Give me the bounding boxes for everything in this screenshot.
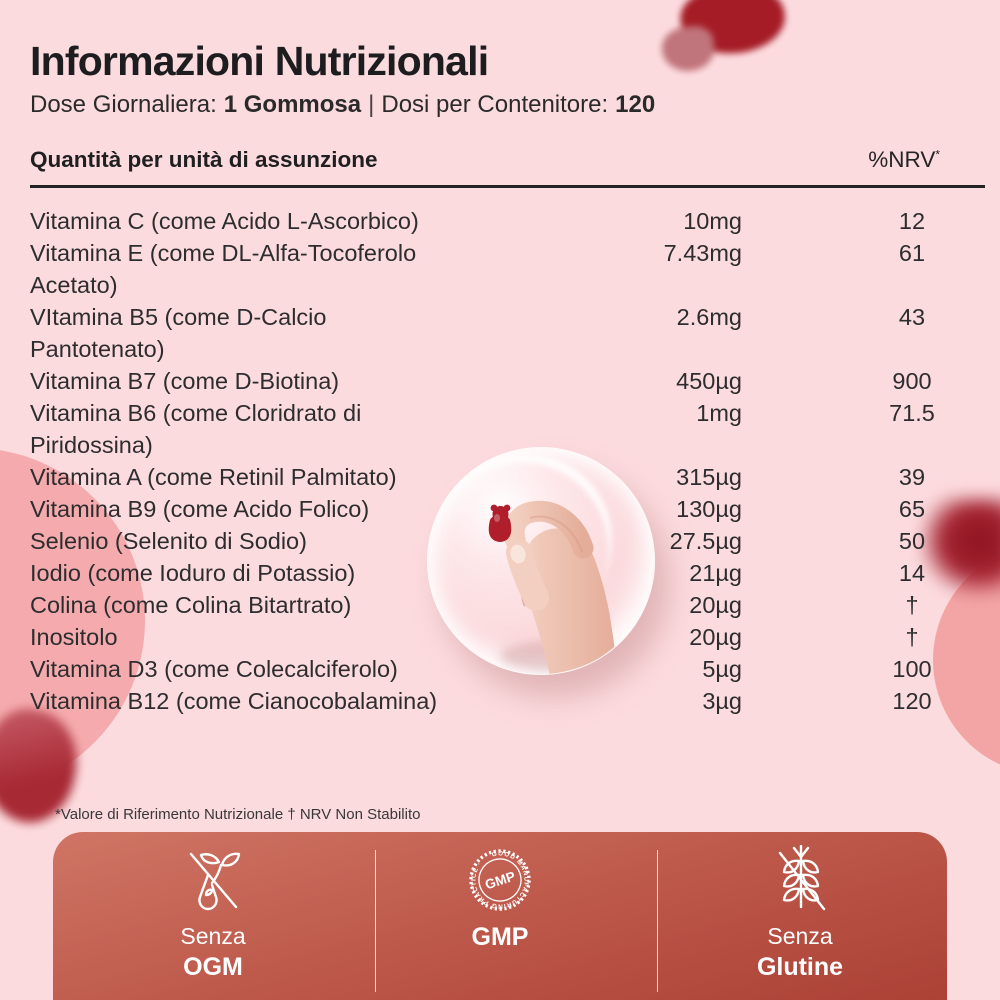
table-row: Vitamina E (come DL-Alfa-Tocoferolo Aceta… <box>30 237 977 301</box>
nutrient-name: Vitamina E (come DL-Alfa-Tocoferolo Aceta… <box>30 240 417 298</box>
table-row: VItamina B5 (come D-Calcio Pantotenato) 2.… <box>30 301 977 365</box>
badge-label-bold: Glutine <box>756 953 844 981</box>
gummy-bear <box>488 504 512 542</box>
nutrition-table-body: Vitamina C (come Acido L-Ascorbico) 10mg 1… <box>30 205 977 717</box>
nutrient-name: Colina (come Colina Bitartrato) <box>30 592 352 618</box>
servings-value: 120 <box>615 91 656 118</box>
badge-gmp: GMP GOOD MANUFACTURING PRACTICE · GMP <box>390 832 610 952</box>
nrv-value: 43 <box>898 304 926 330</box>
nrv-value: † <box>905 624 919 650</box>
table-header: Quantità per unità di assunzione %NRV* <box>30 147 970 173</box>
svg-text:GMP: GMP <box>483 869 517 893</box>
table-row: Vitamina B6 (come Cloridrato di Piridossi… <box>30 397 977 461</box>
table-row: Vitamina C (come Acido L-Ascorbico) 10mg 1… <box>30 205 977 237</box>
amount-value: 315µg <box>676 464 742 490</box>
nrv-value: 120 <box>892 688 932 714</box>
nutrient-name: Inositolo <box>30 624 118 650</box>
table-row: Iodio (come Ioduro di Potassio) 21µg 14 <box>30 557 977 589</box>
amount-value: 1mg <box>696 400 742 426</box>
nutrient-name: Vitamina C (come Acido L-Ascorbico) <box>30 208 419 234</box>
separator: | <box>368 91 375 118</box>
nrv-value: 100 <box>892 656 932 682</box>
dose-value: 1 Gommosa <box>223 91 362 118</box>
table-row: Inositolo 20µg † <box>30 621 977 653</box>
amount-value: 10mg <box>683 208 742 234</box>
nutrient-name: Vitamina B12 (come Cianocobalamina) <box>30 688 438 714</box>
badge-gluten-free: Senza Glutine <box>690 832 910 982</box>
badge-divider <box>375 850 376 992</box>
nrv-value: 50 <box>898 528 926 554</box>
nrv-value: † <box>905 592 919 618</box>
gummy-bubble-photo <box>427 447 655 675</box>
nutrient-name: Selenio (Selenito di Sodio) <box>30 528 307 554</box>
badge-label: Senza <box>767 923 833 949</box>
badge-no-gmo: Senza OGM <box>103 832 323 982</box>
table-row: Vitamina A (come Retinil Palmitato) 315µg… <box>30 461 977 493</box>
amount-value: 20µg <box>689 624 742 650</box>
gluten-free-icon <box>690 844 910 917</box>
amount-value: 7.43mg <box>663 240 742 266</box>
nutrient-name: VItamina B5 (come D-Calcio Pantotenato) <box>30 304 327 362</box>
amount-value: 2.6mg <box>676 304 742 330</box>
nrv-value: 71.5 <box>889 400 935 426</box>
amount-value: 20µg <box>689 592 742 618</box>
column-header-nrv: %NRV* <box>868 147 940 172</box>
nrv-value: 12 <box>898 208 926 234</box>
column-header-quantity: Quantità per unità di assunzione <box>30 147 378 172</box>
table-row: Vitamina B7 (come D-Biotina) 450µg 900 <box>30 365 977 397</box>
nrv-value: 39 <box>898 464 926 490</box>
amount-value: 21µg <box>689 560 742 586</box>
nutrient-name: Vitamina B9 (come Acido Folico) <box>30 496 370 522</box>
nutrient-name: Iodio (come Ioduro di Potassio) <box>30 560 356 586</box>
amount-value: 27.5µg <box>669 528 742 554</box>
table-row: Vitamina B9 (come Acido Folico) 130µg 65 <box>30 493 977 525</box>
amount-value: 130µg <box>676 496 742 522</box>
gummy-blur-decoration-right <box>922 498 1000 594</box>
no-gmo-icon <box>103 845 323 917</box>
amount-value: 5µg <box>702 656 742 682</box>
nutrient-name: Vitamina D3 (come Colecalciferolo) <box>30 656 398 682</box>
table-row: Selenio (Selenito di Sodio) 27.5µg 50 <box>30 525 977 557</box>
badge-label-bold: OGM <box>183 953 243 981</box>
amount-value: 450µg <box>676 368 742 394</box>
badge-label-bold: GMP <box>471 923 529 951</box>
dose-label: Dose Giornaliera: <box>30 91 217 118</box>
gummy-blur-decoration-top-right <box>653 0 802 80</box>
nutrient-name: Vitamina A (come Retinil Palmitato) <box>30 464 397 490</box>
table-row: Colina (come Colina Bitartrato) 20µg † <box>30 589 977 621</box>
nutrient-name: Vitamina B6 (come Cloridrato di Piridossi… <box>30 400 362 458</box>
footnote: *Valore di Riferimento Nutrizionale † NR… <box>55 806 421 823</box>
gmp-seal-icon: GMP GOOD MANUFACTURING PRACTICE · <box>390 843 610 918</box>
nrv-value: 65 <box>898 496 926 522</box>
servings-label: Dosi per Contenitore: <box>381 91 609 118</box>
amount-value: 3µg <box>702 688 742 714</box>
hand-holding-gummy-illustration <box>488 500 620 674</box>
header-divider-line <box>30 185 985 188</box>
certification-badge-card: Senza OGM GMP GOOD MANUFACTURING PRACTIC… <box>53 832 947 1000</box>
nrv-value: 14 <box>898 560 926 586</box>
serving-info: Dose Giornaliera: 1 Gommosa | Dosi per Cont… <box>30 91 662 119</box>
table-row: Vitamina B12 (come Cianocobalamina) 3µg 12… <box>30 685 977 717</box>
nutrient-name: Vitamina B7 (come D-Biotina) <box>30 368 340 394</box>
badge-label: Senza <box>180 923 246 949</box>
badge-divider <box>657 850 658 992</box>
table-row: Vitamina D3 (come Colecalciferolo) 5µg 100 <box>30 653 977 685</box>
nrv-value: 61 <box>898 240 926 266</box>
nrv-value: 900 <box>892 368 932 394</box>
page-title: Informazioni Nutrizionali <box>30 38 489 84</box>
